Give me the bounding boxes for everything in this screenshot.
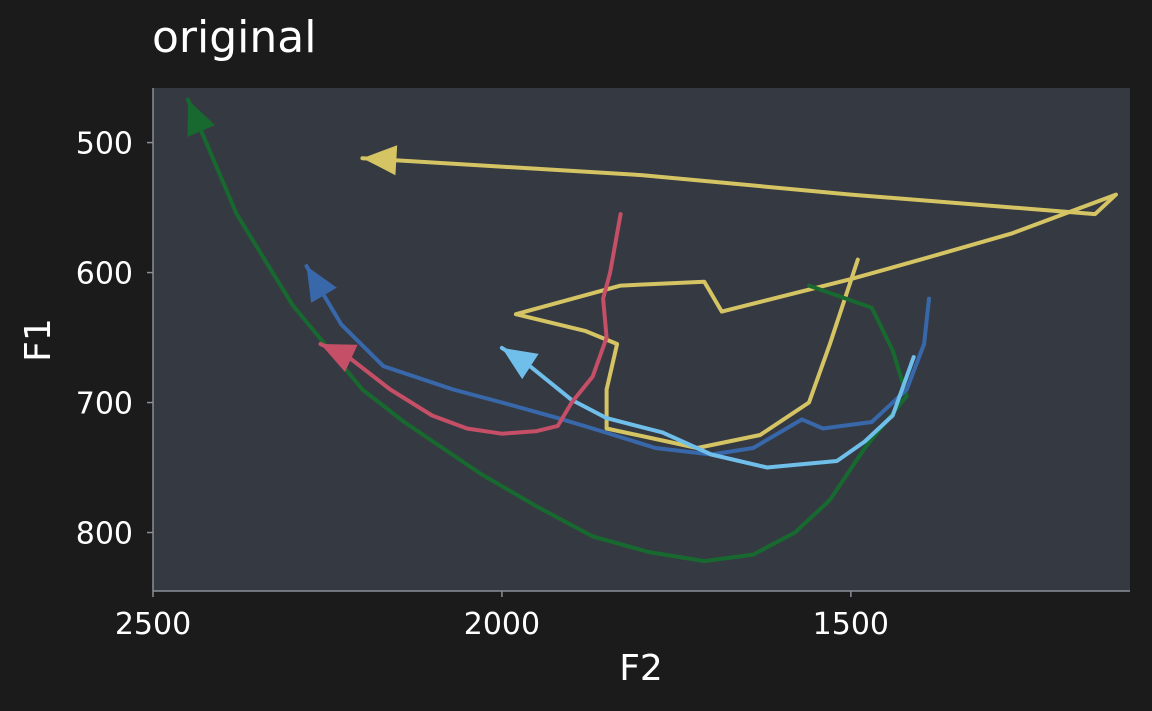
y-tick-label-2: 700 (76, 387, 133, 422)
series-arrowhead-1 (187, 99, 215, 137)
series-line-3 (499, 345, 916, 470)
x-tick-label-2: 1500 (813, 607, 889, 642)
series-line-2 (304, 264, 931, 457)
plot-panel (153, 88, 1130, 591)
series-line-0 (360, 156, 1118, 450)
y-tick-label-3: 800 (76, 517, 133, 552)
y-axis-label: F1 (18, 318, 59, 362)
series-arrowhead-0 (362, 145, 398, 176)
y-tick-label-0: 500 (76, 127, 133, 162)
x-tick-label-0: 2500 (115, 607, 191, 642)
series-line-4 (318, 212, 623, 436)
x-axis-label: F2 (619, 648, 663, 689)
series-arrowhead-3 (501, 347, 539, 380)
series-arrowhead-4 (320, 344, 358, 372)
y-tick-label-1: 600 (76, 257, 133, 292)
x-tick-label-1: 2000 (464, 607, 540, 642)
chart-title: original (152, 12, 317, 63)
series-arrowhead-2 (306, 266, 337, 303)
tick-layer: 2500 2000 1500 500 600 700 800 (76, 127, 889, 642)
series-layer (185, 97, 1118, 564)
